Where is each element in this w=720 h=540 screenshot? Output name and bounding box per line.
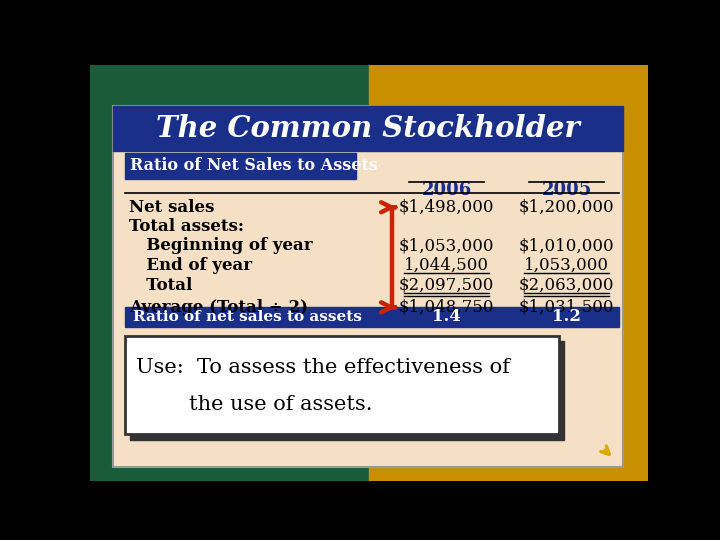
Bar xyxy=(113,106,624,151)
Text: $1,053,000: $1,053,000 xyxy=(399,237,494,254)
Text: Ratio of net sales to assets: Ratio of net sales to assets xyxy=(132,309,361,323)
Text: 2005: 2005 xyxy=(541,180,592,199)
Bar xyxy=(90,65,369,481)
Text: the use of assets.: the use of assets. xyxy=(136,395,372,414)
Bar xyxy=(369,65,648,481)
Text: $1,031,500: $1,031,500 xyxy=(519,299,614,316)
Text: $1,010,000: $1,010,000 xyxy=(519,237,614,254)
Text: 1.4: 1.4 xyxy=(432,308,461,325)
Text: Net sales: Net sales xyxy=(129,199,214,216)
Text: End of year: End of year xyxy=(129,256,252,273)
Text: $2,097,500: $2,097,500 xyxy=(399,276,494,294)
Bar xyxy=(125,153,356,179)
Text: Total assets:: Total assets: xyxy=(129,218,244,235)
Text: 1,044,500: 1,044,500 xyxy=(404,256,489,273)
Text: $1,200,000: $1,200,000 xyxy=(519,199,614,216)
Bar xyxy=(125,307,619,327)
Bar xyxy=(125,336,559,434)
Text: $1,498,000: $1,498,000 xyxy=(399,199,494,216)
Text: 2006: 2006 xyxy=(421,180,472,199)
Text: Beginning of year: Beginning of year xyxy=(129,237,312,254)
Text: The Common Stockholder: The Common Stockholder xyxy=(156,114,580,143)
Text: $1,048,750: $1,048,750 xyxy=(399,299,494,316)
Text: Ratio of Net Sales to Assets: Ratio of Net Sales to Assets xyxy=(130,157,377,174)
Text: Use:  To assess the effectiveness of: Use: To assess the effectiveness of xyxy=(136,358,510,377)
Text: Total: Total xyxy=(129,276,192,294)
Bar xyxy=(130,341,564,440)
Text: $2,063,000: $2,063,000 xyxy=(519,276,614,294)
Bar xyxy=(113,106,624,467)
Text: 1,053,000: 1,053,000 xyxy=(524,256,609,273)
Text: 1.2: 1.2 xyxy=(552,308,581,325)
Text: Average (Total ÷ 2): Average (Total ÷ 2) xyxy=(129,299,307,316)
